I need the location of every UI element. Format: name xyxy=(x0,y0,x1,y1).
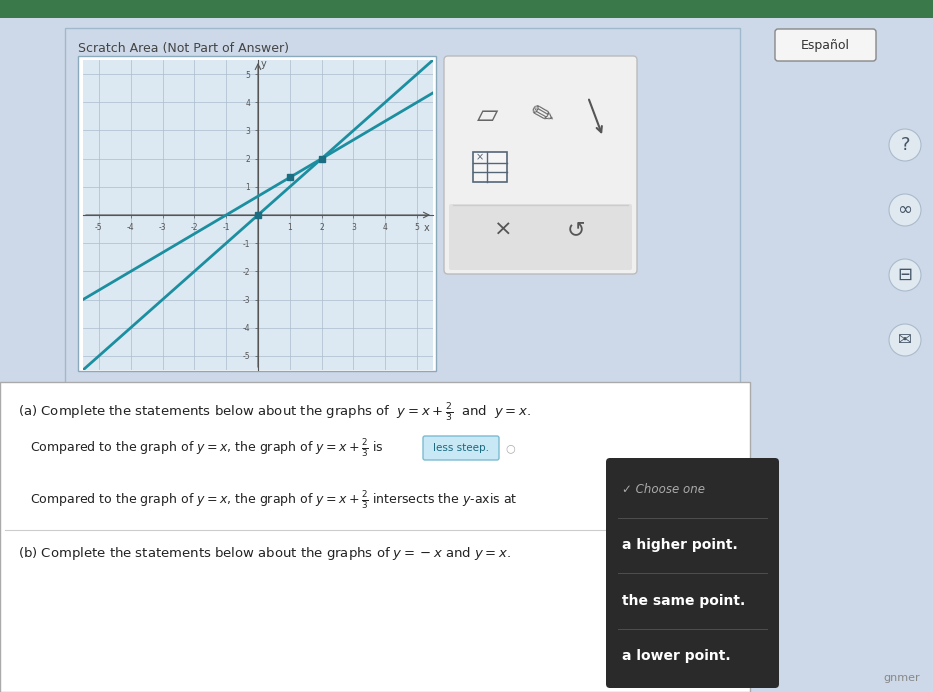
FancyBboxPatch shape xyxy=(423,436,499,460)
FancyBboxPatch shape xyxy=(449,204,632,270)
Bar xyxy=(0,0,933,18)
Text: less steep.: less steep. xyxy=(433,443,489,453)
Text: Compared to the graph of $y=x$, the graph of $y=x+\frac{2}{3}$ intersects the $y: Compared to the graph of $y=x$, the grap… xyxy=(30,489,518,511)
FancyBboxPatch shape xyxy=(444,56,637,274)
Text: Scratch Area (Not Part of Answer): Scratch Area (Not Part of Answer) xyxy=(78,42,289,55)
Text: ×: × xyxy=(476,152,484,163)
Text: ✉: ✉ xyxy=(898,331,912,349)
Text: ○: ○ xyxy=(505,443,515,453)
Text: ✓ Choose one: ✓ Choose one xyxy=(622,483,705,496)
Text: ∞: ∞ xyxy=(898,201,912,219)
Text: ⊟: ⊟ xyxy=(898,266,912,284)
FancyBboxPatch shape xyxy=(65,28,740,383)
Circle shape xyxy=(889,194,921,226)
Text: ?: ? xyxy=(900,136,910,154)
Circle shape xyxy=(889,324,921,356)
Text: ▱: ▱ xyxy=(478,101,498,129)
Text: a lower point.: a lower point. xyxy=(622,649,731,663)
Text: (a) Complete the statements below about the graphs of  $y=x+\frac{2}{3}$  and  $: (a) Complete the statements below about … xyxy=(18,402,531,424)
FancyBboxPatch shape xyxy=(78,56,436,371)
Text: Español: Español xyxy=(801,39,850,51)
Text: (b) Complete the statements below about the graphs of $y=-x$ and $y=x$.: (b) Complete the statements below about … xyxy=(18,545,511,562)
Text: a higher point.: a higher point. xyxy=(622,538,738,552)
Text: ✎: ✎ xyxy=(528,98,558,131)
Text: Compared to the graph of $y=x$, the graph of $y=x+\frac{2}{3}$ is: Compared to the graph of $y=x$, the grap… xyxy=(30,437,383,459)
Text: ×: × xyxy=(494,220,512,240)
Text: the same point.: the same point. xyxy=(622,594,745,608)
Text: ↺: ↺ xyxy=(566,220,585,240)
FancyBboxPatch shape xyxy=(606,458,779,688)
Circle shape xyxy=(889,259,921,291)
FancyBboxPatch shape xyxy=(473,152,507,182)
Text: y: y xyxy=(261,60,267,69)
Text: x: x xyxy=(424,223,429,233)
FancyBboxPatch shape xyxy=(775,29,876,61)
Circle shape xyxy=(889,129,921,161)
Text: gnmer: gnmer xyxy=(884,673,920,683)
Bar xyxy=(0,382,750,692)
